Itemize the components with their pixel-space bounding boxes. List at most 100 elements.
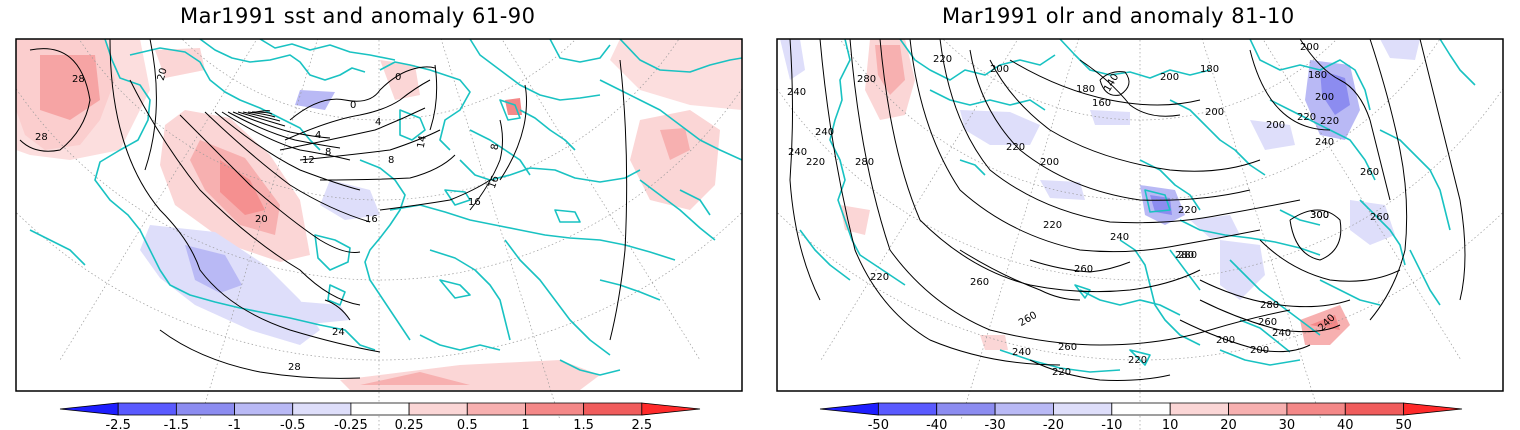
contour-label: 260 — [1017, 310, 1039, 329]
colorbar-swatch — [175, 402, 235, 416]
right-colorbar: -50 -40 -30 -20 -10 10 20 30 40 50 — [819, 402, 1463, 430]
contour-label: 16 — [487, 174, 502, 190]
right-map-frame — [776, 38, 1504, 392]
left-anomaly-shading — [16, 39, 742, 390]
colorbar-tick-label: -1 — [228, 418, 241, 430]
colorbar-tick-label: 20 — [1220, 418, 1237, 430]
contour-label: 220 — [1043, 220, 1062, 231]
right-map-title: Mar1991 olr and anomaly 81-10 — [942, 4, 1295, 28]
colorbar-tick-label: 0.25 — [395, 418, 424, 430]
contour-label: 28 — [72, 74, 85, 85]
colorbar-tick-label: 10 — [1162, 418, 1179, 430]
colorbar-tick-label: -1.5 — [164, 418, 189, 430]
contour-label: 240 — [1272, 328, 1291, 339]
contour-label: 200 — [1216, 335, 1235, 346]
contour-label: 4 — [375, 117, 381, 128]
contour-label: 8 — [388, 155, 394, 166]
contour-label: 260 — [1058, 342, 1077, 353]
colorbar-tick-label: -0.5 — [280, 418, 305, 430]
colorbar-tick-label: -2.5 — [105, 418, 130, 430]
colorbar-swatch — [117, 402, 177, 416]
contour-label: 180 — [1076, 84, 1095, 95]
colorbar-swatch — [59, 402, 119, 416]
contour-label: 200 — [1315, 92, 1334, 103]
contour-label: 240 — [1315, 137, 1334, 148]
left-map: 28 28 20 0 0 4 4 8 8 8 12 16 16 16 20 24… — [15, 38, 743, 430]
right-contour-labels: 220 200 180 140 160 200 180 200 180 200 … — [787, 42, 1389, 378]
colorbar-swatch — [350, 402, 410, 416]
contour-label: 220 — [1297, 112, 1316, 123]
right-map: 220 200 180 140 160 200 180 200 180 200 … — [776, 38, 1504, 430]
left-sst-contours — [19, 39, 628, 379]
left-graticule — [16, 39, 742, 430]
contour-label: 24 — [332, 327, 345, 338]
contour-label: 240 — [1110, 232, 1129, 243]
left-map-frame — [15, 38, 743, 392]
contour-label: 240 — [788, 147, 807, 158]
contour-label: 240 — [1012, 347, 1031, 358]
contour-label: 20 — [156, 67, 170, 82]
colorbar-swatch — [1053, 402, 1113, 416]
left-contour-labels: 28 28 20 0 0 4 4 8 8 8 12 16 16 16 20 24… — [35, 67, 502, 373]
colorbar-swatch — [1169, 402, 1229, 416]
contour-label: 8 — [490, 143, 502, 151]
contour-label: 200 — [1160, 72, 1179, 83]
colorbar-swatch — [525, 402, 585, 416]
contour-label: 260 — [1074, 264, 1093, 275]
contour-label: 0 — [350, 100, 356, 111]
contour-label: 140 — [1102, 72, 1121, 94]
contour-label: 260 — [1258, 317, 1277, 328]
contour-label: 220 — [1052, 367, 1071, 378]
colorbar-swatch — [466, 402, 526, 416]
contour-label: 300 — [1310, 210, 1329, 221]
colorbar-tick-label: 1 — [521, 418, 529, 430]
contour-label: 180 — [1308, 70, 1327, 81]
colorbar-swatch — [877, 402, 938, 416]
right-olr-contours — [789, 39, 1466, 381]
contour-label: 200 — [1205, 107, 1224, 118]
contour-label: 200 — [1300, 42, 1319, 53]
colorbar-tick-label: -50 — [868, 418, 889, 430]
contour-label: 220 — [1128, 355, 1147, 366]
contour-label: 16 — [468, 197, 481, 208]
contour-label: 28 — [288, 362, 301, 373]
contour-label: 200 — [1250, 345, 1269, 356]
left-map-title: Mar1991 sst and anomaly 61-90 — [180, 4, 536, 28]
contour-label: 240 — [815, 127, 834, 138]
colorbar-tick-label: 0.5 — [457, 418, 478, 430]
right-anomaly-shading — [780, 39, 1420, 350]
colorbar-tick-label: -0.25 — [334, 418, 368, 430]
colorbar-tick-label: 1.5 — [573, 418, 594, 430]
contour-label: 280 — [855, 157, 874, 168]
contour-label: 300 — [1310, 210, 1329, 221]
colorbar-swatch — [1403, 402, 1463, 416]
contour-label: 220 — [1320, 116, 1339, 127]
left-colorbar: -2.5 -1.5 -1 -0.5 -0.25 0.25 0.5 1 1.5 2.5 — [59, 402, 701, 430]
colorbar-tick-label: -30 — [984, 418, 1005, 430]
colorbar-swatch — [234, 402, 294, 416]
contour-label: 28 — [35, 132, 48, 143]
contour-label: 8 — [325, 147, 331, 158]
right-coastlines — [799, 39, 1476, 373]
contour-label: 260 — [970, 277, 989, 288]
colorbar-swatch — [641, 402, 701, 416]
contour-label: 4 — [315, 130, 321, 141]
contour-label: 240 — [787, 87, 806, 98]
colorbar-tick-label: 40 — [1337, 418, 1354, 430]
colorbar-swatch — [292, 402, 352, 416]
contour-label: 200 — [990, 64, 1009, 75]
colorbar-swatch — [408, 402, 468, 416]
colorbar-tick-label: 30 — [1279, 418, 1296, 430]
contour-label: 16 — [365, 214, 378, 225]
colorbar-swatch — [936, 402, 996, 416]
colorbar-tick-label: -10 — [1101, 418, 1122, 430]
contour-label: 0 — [395, 72, 401, 83]
contour-label: 180 — [1200, 64, 1219, 75]
colorbar-swatch — [1344, 402, 1405, 416]
colorbar-swatch — [583, 402, 643, 416]
colorbar-swatch — [1228, 402, 1288, 416]
colorbar-tick-label: 2.5 — [631, 418, 652, 430]
colorbar-swatch — [1111, 402, 1171, 416]
contour-label: 280 — [857, 74, 876, 85]
